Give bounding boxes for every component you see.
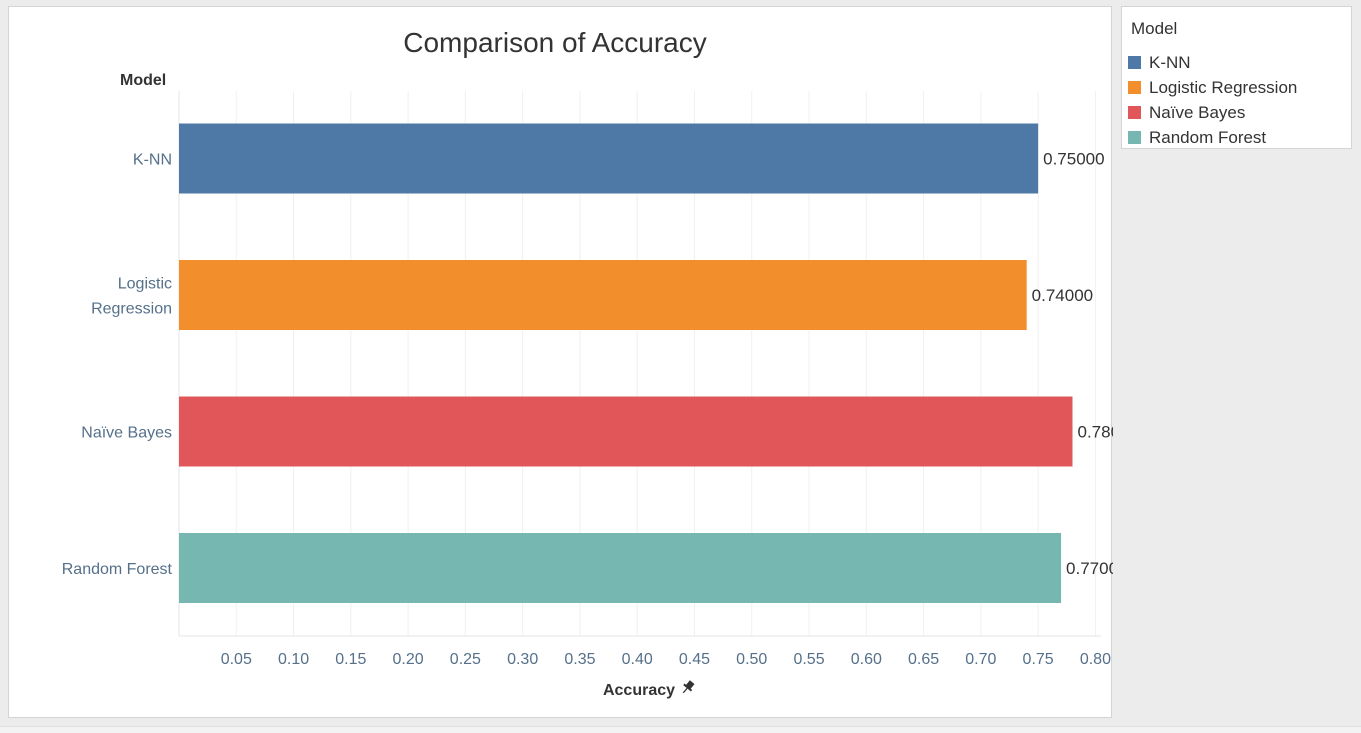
data-label: 0.78000 xyxy=(1077,423,1113,442)
category-label: Naïve Bayes xyxy=(81,425,172,442)
legend: Model K-NN Logistic Regression Naïve Bay… xyxy=(1121,6,1352,149)
legend-swatch xyxy=(1128,81,1141,94)
chart-title: Comparison of Accuracy xyxy=(403,27,706,58)
data-label: 0.75000 xyxy=(1043,150,1104,169)
legend-swatch xyxy=(1128,56,1141,69)
category-label: K-NN xyxy=(133,152,172,169)
x-tick-label: 0.05 xyxy=(221,651,252,668)
x-tick-label: 0.60 xyxy=(851,651,882,668)
legend-title: Model xyxy=(1131,19,1178,38)
pin-needle xyxy=(682,687,688,694)
x-tick-label: 0.35 xyxy=(564,651,595,668)
x-tick-label: 0.80 xyxy=(1080,651,1111,668)
legend-label: K-NN xyxy=(1149,53,1191,72)
x-tick-label: 0.55 xyxy=(793,651,824,668)
status-strip xyxy=(0,726,1361,733)
x-tick-label: 0.20 xyxy=(393,651,424,668)
data-label: 0.77000 xyxy=(1066,559,1113,578)
x-tick-label: 0.75 xyxy=(1023,651,1054,668)
category-label: Logistic Regression xyxy=(91,276,172,318)
bar-chart: 0.75000 K-NN 0.74000 Logistic Regression 0.78… xyxy=(62,27,1113,699)
legend-label: Random Forest xyxy=(1149,128,1267,147)
pin-icon xyxy=(682,680,695,694)
x-axis-title: Accuracy xyxy=(603,682,675,699)
x-tick-label: 0.50 xyxy=(736,651,767,668)
bar-random-forest xyxy=(179,533,1062,603)
y-axis-title: Model xyxy=(120,72,166,89)
pin-collar xyxy=(683,683,693,692)
legend-label: Logistic Regression xyxy=(1149,78,1298,97)
chart-panel: 0.75000 K-NN 0.74000 Logistic Regression 0.78… xyxy=(8,6,1113,718)
x-tick-label: 0.65 xyxy=(908,651,939,668)
bar-logistic-regression xyxy=(179,260,1027,330)
bar-k-nn xyxy=(179,123,1039,194)
x-tick-label: 0.10 xyxy=(278,651,309,668)
legend-label: Naïve Bayes xyxy=(1149,103,1246,122)
x-tick-label: 0.15 xyxy=(335,651,366,668)
x-tick-label: 0.25 xyxy=(450,651,481,668)
x-tick-label: 0.30 xyxy=(507,651,538,668)
legend-swatch xyxy=(1128,131,1141,144)
x-tick-label: 0.40 xyxy=(622,651,653,668)
category-label: Random Forest xyxy=(62,561,173,578)
bar-na-ve-bayes xyxy=(179,396,1073,467)
data-label: 0.74000 xyxy=(1032,286,1093,305)
x-tick-label: 0.70 xyxy=(965,651,996,668)
legend-swatch xyxy=(1128,106,1141,119)
x-tick-label: 0.45 xyxy=(679,651,710,668)
